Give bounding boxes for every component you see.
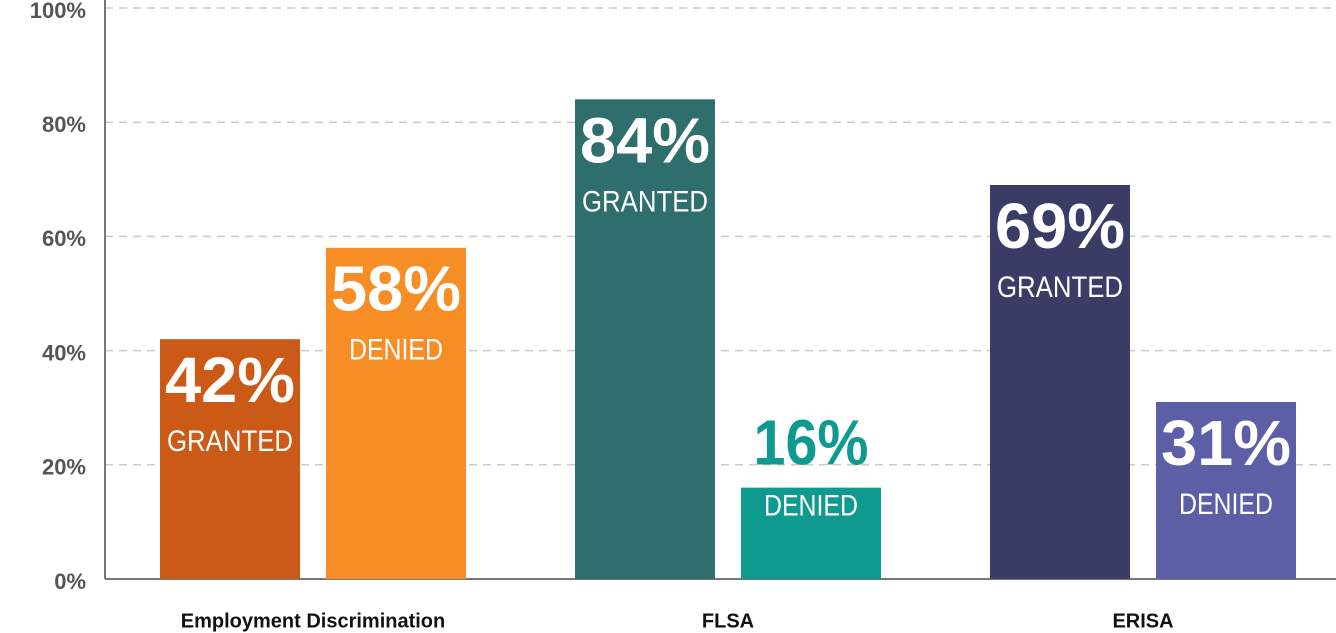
- bar: [326, 247, 466, 579]
- x-tick-label: FLSA: [702, 610, 754, 632]
- value-label: 69%: [995, 190, 1125, 262]
- bar: [1156, 401, 1296, 579]
- series-label: DENIED: [764, 490, 858, 523]
- y-tick-label: 20%: [42, 455, 86, 480]
- x-tick-label: ERISA: [1112, 610, 1173, 632]
- series-label: DENIED: [349, 334, 443, 367]
- bar: [575, 99, 715, 580]
- value-label: 31%: [1161, 407, 1291, 479]
- bar: [160, 339, 300, 579]
- series-label: GRANTED: [582, 185, 708, 218]
- value-label: 84%: [580, 104, 710, 176]
- y-tick-label: 80%: [42, 112, 86, 137]
- y-tick-label: 0%: [54, 569, 86, 594]
- y-tick-label: 60%: [42, 226, 86, 251]
- series-label: GRANTED: [167, 425, 293, 458]
- y-tick-label: 40%: [42, 340, 86, 365]
- series-label: DENIED: [1179, 488, 1273, 521]
- value-label: 58%: [331, 253, 461, 325]
- series-label: GRANTED: [997, 271, 1123, 304]
- bar: [741, 487, 881, 579]
- value-label: 16%: [754, 407, 869, 479]
- x-tick-label: Employment Discrimination: [181, 610, 446, 632]
- y-tick-label: 100%: [30, 0, 86, 23]
- value-label: 42%: [165, 344, 295, 416]
- bar: [990, 185, 1130, 579]
